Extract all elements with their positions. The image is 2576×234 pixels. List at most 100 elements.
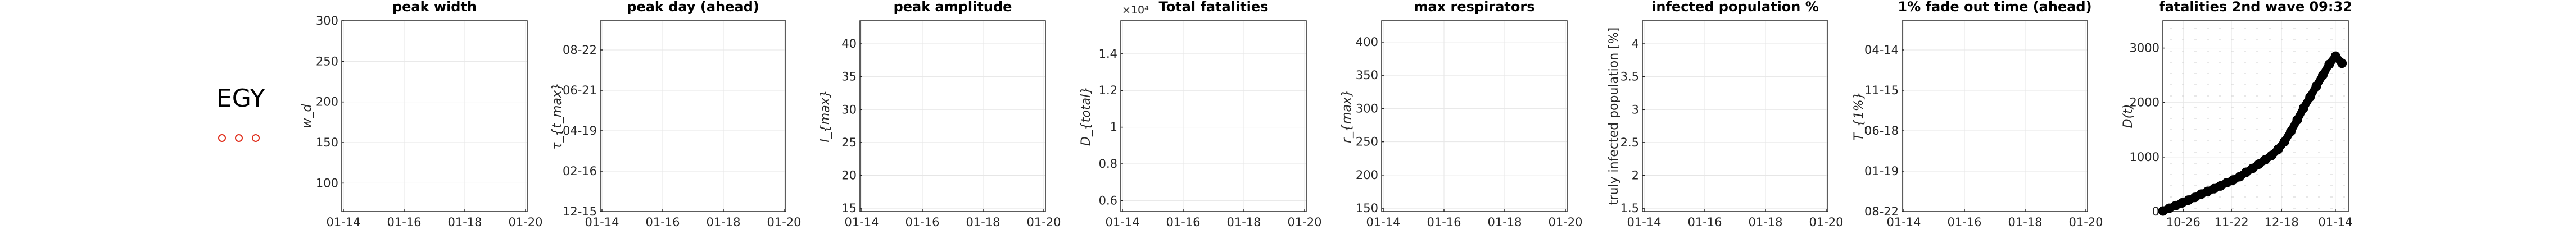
y-tick-label: 3.5 [1620, 70, 1639, 84]
x-tick-label: 01-16 [387, 215, 421, 229]
y-tick-label: 25 [841, 136, 857, 149]
y-tick-label: 150 [316, 136, 338, 149]
x-tick-label: 01-16 [645, 215, 680, 229]
chart-panel-3: 01-14 01-16 01-18 01-20 40 35 30 25 20 15 peak amp… [818, 0, 1061, 229]
chart-panel-5: 01-14 01-16 01-18 01-20 400 350 300 250 200 150 ma… [1340, 0, 1583, 229]
y-tick-label: 250 [1356, 135, 1378, 149]
y-tick-label: 11-15 [1864, 84, 1899, 97]
y-tick-label: 0.6 [1099, 194, 1117, 207]
x-tick-label: 01-18 [966, 215, 1000, 229]
y-tick-label: 08-22 [563, 43, 597, 57]
x-tick-label: 01-20 [508, 215, 542, 229]
y-tick-label: 200 [316, 95, 338, 109]
chart-title: fatalities 2nd wave 09:32 [2159, 0, 2352, 15]
y-tick-label: 06-21 [563, 84, 597, 97]
x-tick-label: 01-16 [1947, 215, 1981, 229]
series-line [2161, 52, 2345, 215]
x-tick-label: 01-14 [1627, 215, 1661, 229]
y-axis-label: r_{max} [1340, 89, 1354, 143]
y-tick-label: 04-19 [563, 124, 597, 137]
chart-title: 1% fade out time (ahead) [1898, 0, 2091, 15]
chart-panel-8: 10-26 11-22 12-18 01-14 0 1000 2000 3000 fatalit… [2121, 0, 2352, 229]
y-tick-label: 1.4 [1099, 47, 1117, 61]
y-tick-label: 3 [1632, 103, 1639, 116]
axes-frame [1902, 20, 2088, 212]
x-tick-label: 01-16 [1687, 215, 1722, 229]
y-tick-label: 0 [2152, 205, 2160, 218]
chart-panel-2: 01-14 01-16 01-18 01-20 08-22 06-21 04-19 02-16… [550, 0, 802, 229]
y-axis-label: w_d [300, 103, 314, 128]
y-tick-label: 04-14 [1864, 43, 1899, 57]
y-tick-label: 150 [1356, 201, 1378, 215]
y-tick-label: 350 [1356, 68, 1378, 82]
y-tick-label: 1 [1110, 121, 1117, 134]
y-axis-label: T_{1%} [1852, 91, 1866, 140]
y-tick-label: 200 [1356, 168, 1378, 182]
country-label: EGY [216, 84, 265, 113]
y-tick-label: 15 [841, 201, 857, 215]
axes-frame [859, 20, 1046, 212]
x-tick-label: 01-16 [1166, 215, 1200, 229]
x-tick-label: 01-16 [1427, 215, 1461, 229]
axes-frame [600, 20, 786, 212]
y-tick-label: 1.2 [1099, 84, 1117, 97]
x-tick-label: 10-26 [2166, 215, 2201, 229]
x-tick-label: 01-20 [767, 215, 801, 229]
chart-panel-4: 01-14 01-16 01-18 01-20 1.4 1.2 1 0.8 0.6 Total f… [1079, 0, 1322, 229]
y-tick-label: 400 [1356, 35, 1378, 49]
axes-frame [1120, 20, 1307, 212]
y-tick-label: 02-16 [563, 164, 597, 178]
x-tick-label: 01-18 [447, 215, 482, 229]
y-tick-label: 12-15 [563, 205, 597, 218]
y-axis-label: truly infected population [%] [1607, 27, 1621, 205]
y-tick-label: 30 [841, 103, 857, 116]
x-tick-label: 01-14 [1105, 215, 1139, 229]
y-tick-label: 35 [841, 70, 857, 84]
x-tick-label: 01-16 [905, 215, 939, 229]
axes-frame [1381, 20, 1568, 212]
y-tick-label: 1.5 [1620, 201, 1639, 215]
y-tick-label: 2000 [2130, 96, 2160, 109]
chart-panel-6: 01-14 01-16 01-18 01-20 4 3.5 3 2.5 2 1.5 infected… [1607, 0, 1844, 229]
y-axis-label: τ_{t_max} [550, 82, 564, 150]
marker-circle [235, 134, 243, 142]
y-tick-label: 1000 [2130, 150, 2160, 164]
y-tick-label: 3000 [2130, 42, 2160, 55]
chart-title: peak day (ahead) [627, 0, 759, 15]
x-tick-label: 01-18 [2008, 215, 2042, 229]
x-tick-label: 01-14 [1886, 215, 1921, 229]
y-tick-label: 2.5 [1620, 136, 1639, 149]
axes-frame [2162, 20, 2349, 212]
x-tick-label: 01-18 [1748, 215, 1782, 229]
x-tick-label: 01-20 [1287, 215, 1321, 229]
y-tick-label: 0.8 [1099, 157, 1117, 171]
x-tick-label: 01-20 [1809, 215, 1843, 229]
y-tick-label: 250 [316, 54, 338, 68]
x-tick-label: 01-20 [1026, 215, 1061, 229]
x-tick-label: 01-20 [1548, 215, 1582, 229]
y-tick-label: 100 [316, 176, 338, 190]
chart-title: max respirators [1414, 0, 1535, 15]
y-tick-label: 300 [316, 14, 338, 27]
y-tick-label: 300 [1356, 102, 1378, 115]
axes-frame [341, 20, 528, 212]
chart-title: infected population % [1651, 0, 1819, 15]
y-tick-label: 06-18 [1864, 124, 1899, 137]
marker-circle [252, 134, 260, 142]
y-axis-label: I_{max} [818, 90, 832, 142]
x-tick-label: 12-18 [2265, 215, 2299, 229]
x-tick-label: 01-20 [2068, 215, 2103, 229]
axes-frame [1642, 20, 1828, 212]
chart-panel-7: 01-14 01-16 01-18 01-20 04-14 11-15 06-18 01-19… [1852, 0, 2103, 229]
y-tick-label: 40 [841, 37, 857, 51]
x-tick-label: 01-18 [706, 215, 740, 229]
y-axis-label: D_{total} [1079, 86, 1093, 146]
marker-circle [218, 134, 226, 142]
chart-title: peak width [392, 0, 477, 15]
x-tick-label: 11-22 [2215, 215, 2249, 229]
y-tick-label: 2 [1632, 169, 1639, 182]
chart-title: Total fatalities [1159, 0, 1269, 15]
chart-panel-1: 01-14 01-16 01-18 01-20 100 150 200 250 300 peak … [300, 0, 543, 229]
legend-markers [218, 134, 269, 144]
